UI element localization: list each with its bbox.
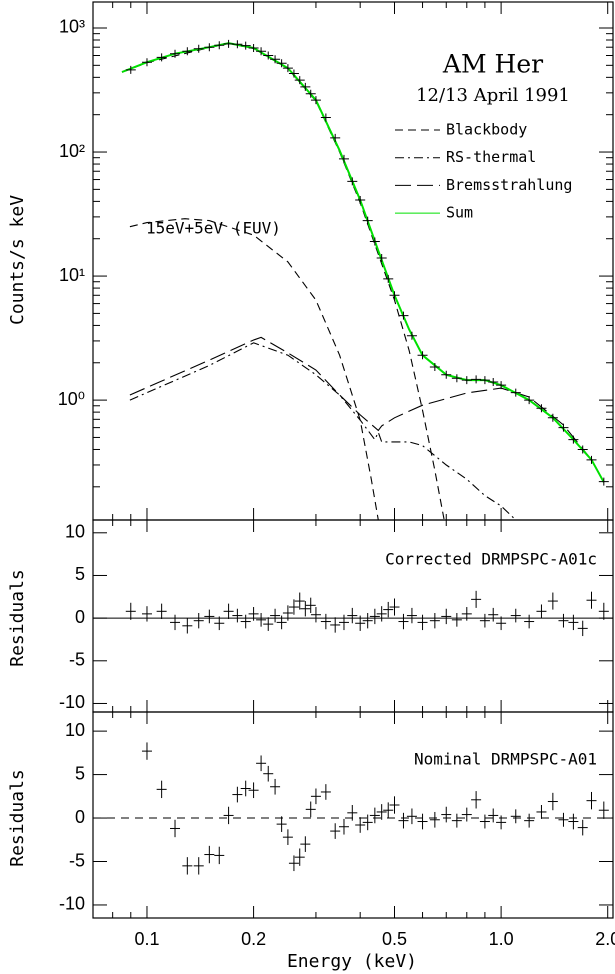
plot-area (125, 590, 609, 637)
x-axis-label: Energy (keV) (287, 951, 417, 972)
legend-label: Blackbody (446, 121, 527, 139)
data-point (362, 216, 373, 225)
y-tick-label: 10 (65, 522, 85, 542)
x-tick-label: 1.0 (489, 929, 514, 949)
data-point (369, 237, 380, 246)
chart-title: AM Her (442, 50, 543, 79)
data-point (536, 404, 547, 413)
chart-subtitle: 12/13 April 1991 (416, 85, 570, 106)
x-tick-label: 0.1 (134, 929, 159, 949)
data-point (282, 64, 293, 73)
data-point (214, 41, 225, 50)
y-tick-label: -5 (69, 650, 85, 670)
data-point (270, 55, 281, 64)
data-point (294, 76, 305, 85)
data-point (441, 370, 452, 379)
y-tick-label: 5 (75, 763, 85, 783)
data-point (310, 96, 321, 105)
data-point (586, 455, 597, 464)
x-tick-label: 2.0 (595, 929, 615, 949)
data-point (417, 351, 428, 360)
y-tick-label: 10¹ (59, 265, 85, 285)
y-tick-label: 10³ (59, 17, 85, 37)
x-tick-label: 0.5 (382, 929, 407, 949)
data-point (568, 435, 579, 444)
data-point (156, 53, 167, 62)
data-point (524, 396, 535, 405)
data-point (577, 445, 588, 454)
y-tick-label: 5 (75, 564, 85, 584)
data-point (496, 381, 507, 390)
series-line (121, 42, 605, 483)
data-point (398, 311, 409, 320)
data-point (248, 43, 259, 52)
frame (92, 711, 614, 919)
plot-area (121, 39, 609, 520)
data-point (204, 43, 215, 52)
data-point (488, 377, 499, 386)
data-point (193, 44, 204, 53)
annotation: Corrected DRMPSPC-A01c (385, 550, 597, 569)
data-point (300, 82, 311, 91)
series-line (129, 342, 517, 520)
data-point (263, 51, 274, 60)
data-point (376, 253, 387, 262)
frame (92, 1, 614, 521)
data-point (276, 59, 287, 68)
data-point (355, 196, 366, 205)
data-point (330, 133, 341, 142)
data-point (320, 113, 331, 122)
y-tick-label: -10 (59, 692, 85, 712)
x-tick-label: 0.2 (241, 929, 266, 949)
legend-label: RS-thermal (446, 148, 536, 166)
y-tick-label: 10² (59, 141, 85, 161)
series-line (129, 336, 605, 482)
y-tick-label: 10 (65, 720, 85, 740)
data-point (461, 376, 472, 385)
data-point (182, 47, 193, 56)
data-point (223, 39, 234, 48)
plot-area (141, 742, 609, 875)
y-axis-label: Counts/s keV (7, 195, 28, 325)
annotation: Nominal DRMPSPC-A01 (414, 750, 597, 769)
data-point (429, 362, 440, 371)
y-tick-label: 10⁰ (58, 389, 85, 409)
y-axis-label: Residuals (7, 769, 28, 867)
legend-label: Sum (446, 204, 473, 222)
y-tick-label: 0 (75, 807, 85, 827)
data-point (451, 374, 462, 383)
data-point (406, 331, 417, 340)
data-point (125, 65, 136, 74)
data-point (170, 49, 181, 58)
data-point (240, 41, 251, 50)
data-point (383, 274, 394, 283)
y-tick-label: -10 (59, 894, 85, 914)
legend-label: Bremsstrahlung (446, 176, 572, 194)
data-point (288, 69, 299, 78)
y-tick-label: -5 (69, 850, 85, 870)
data-point (305, 89, 316, 98)
data-point (471, 375, 482, 384)
data-point (232, 40, 243, 49)
annotation: 15eV+5eV (FUV) (146, 219, 281, 238)
data-point (141, 58, 152, 67)
data-point (389, 291, 400, 300)
data-point (479, 376, 490, 385)
data-point (547, 413, 558, 422)
data-point (598, 477, 609, 486)
y-axis-label: Residuals (7, 569, 28, 667)
data-point (256, 47, 267, 56)
data-point (510, 388, 521, 397)
data-point (347, 177, 358, 186)
data-point (338, 154, 349, 163)
series-line (121, 42, 445, 520)
data-point (558, 423, 569, 432)
y-tick-label: 0 (75, 607, 85, 627)
